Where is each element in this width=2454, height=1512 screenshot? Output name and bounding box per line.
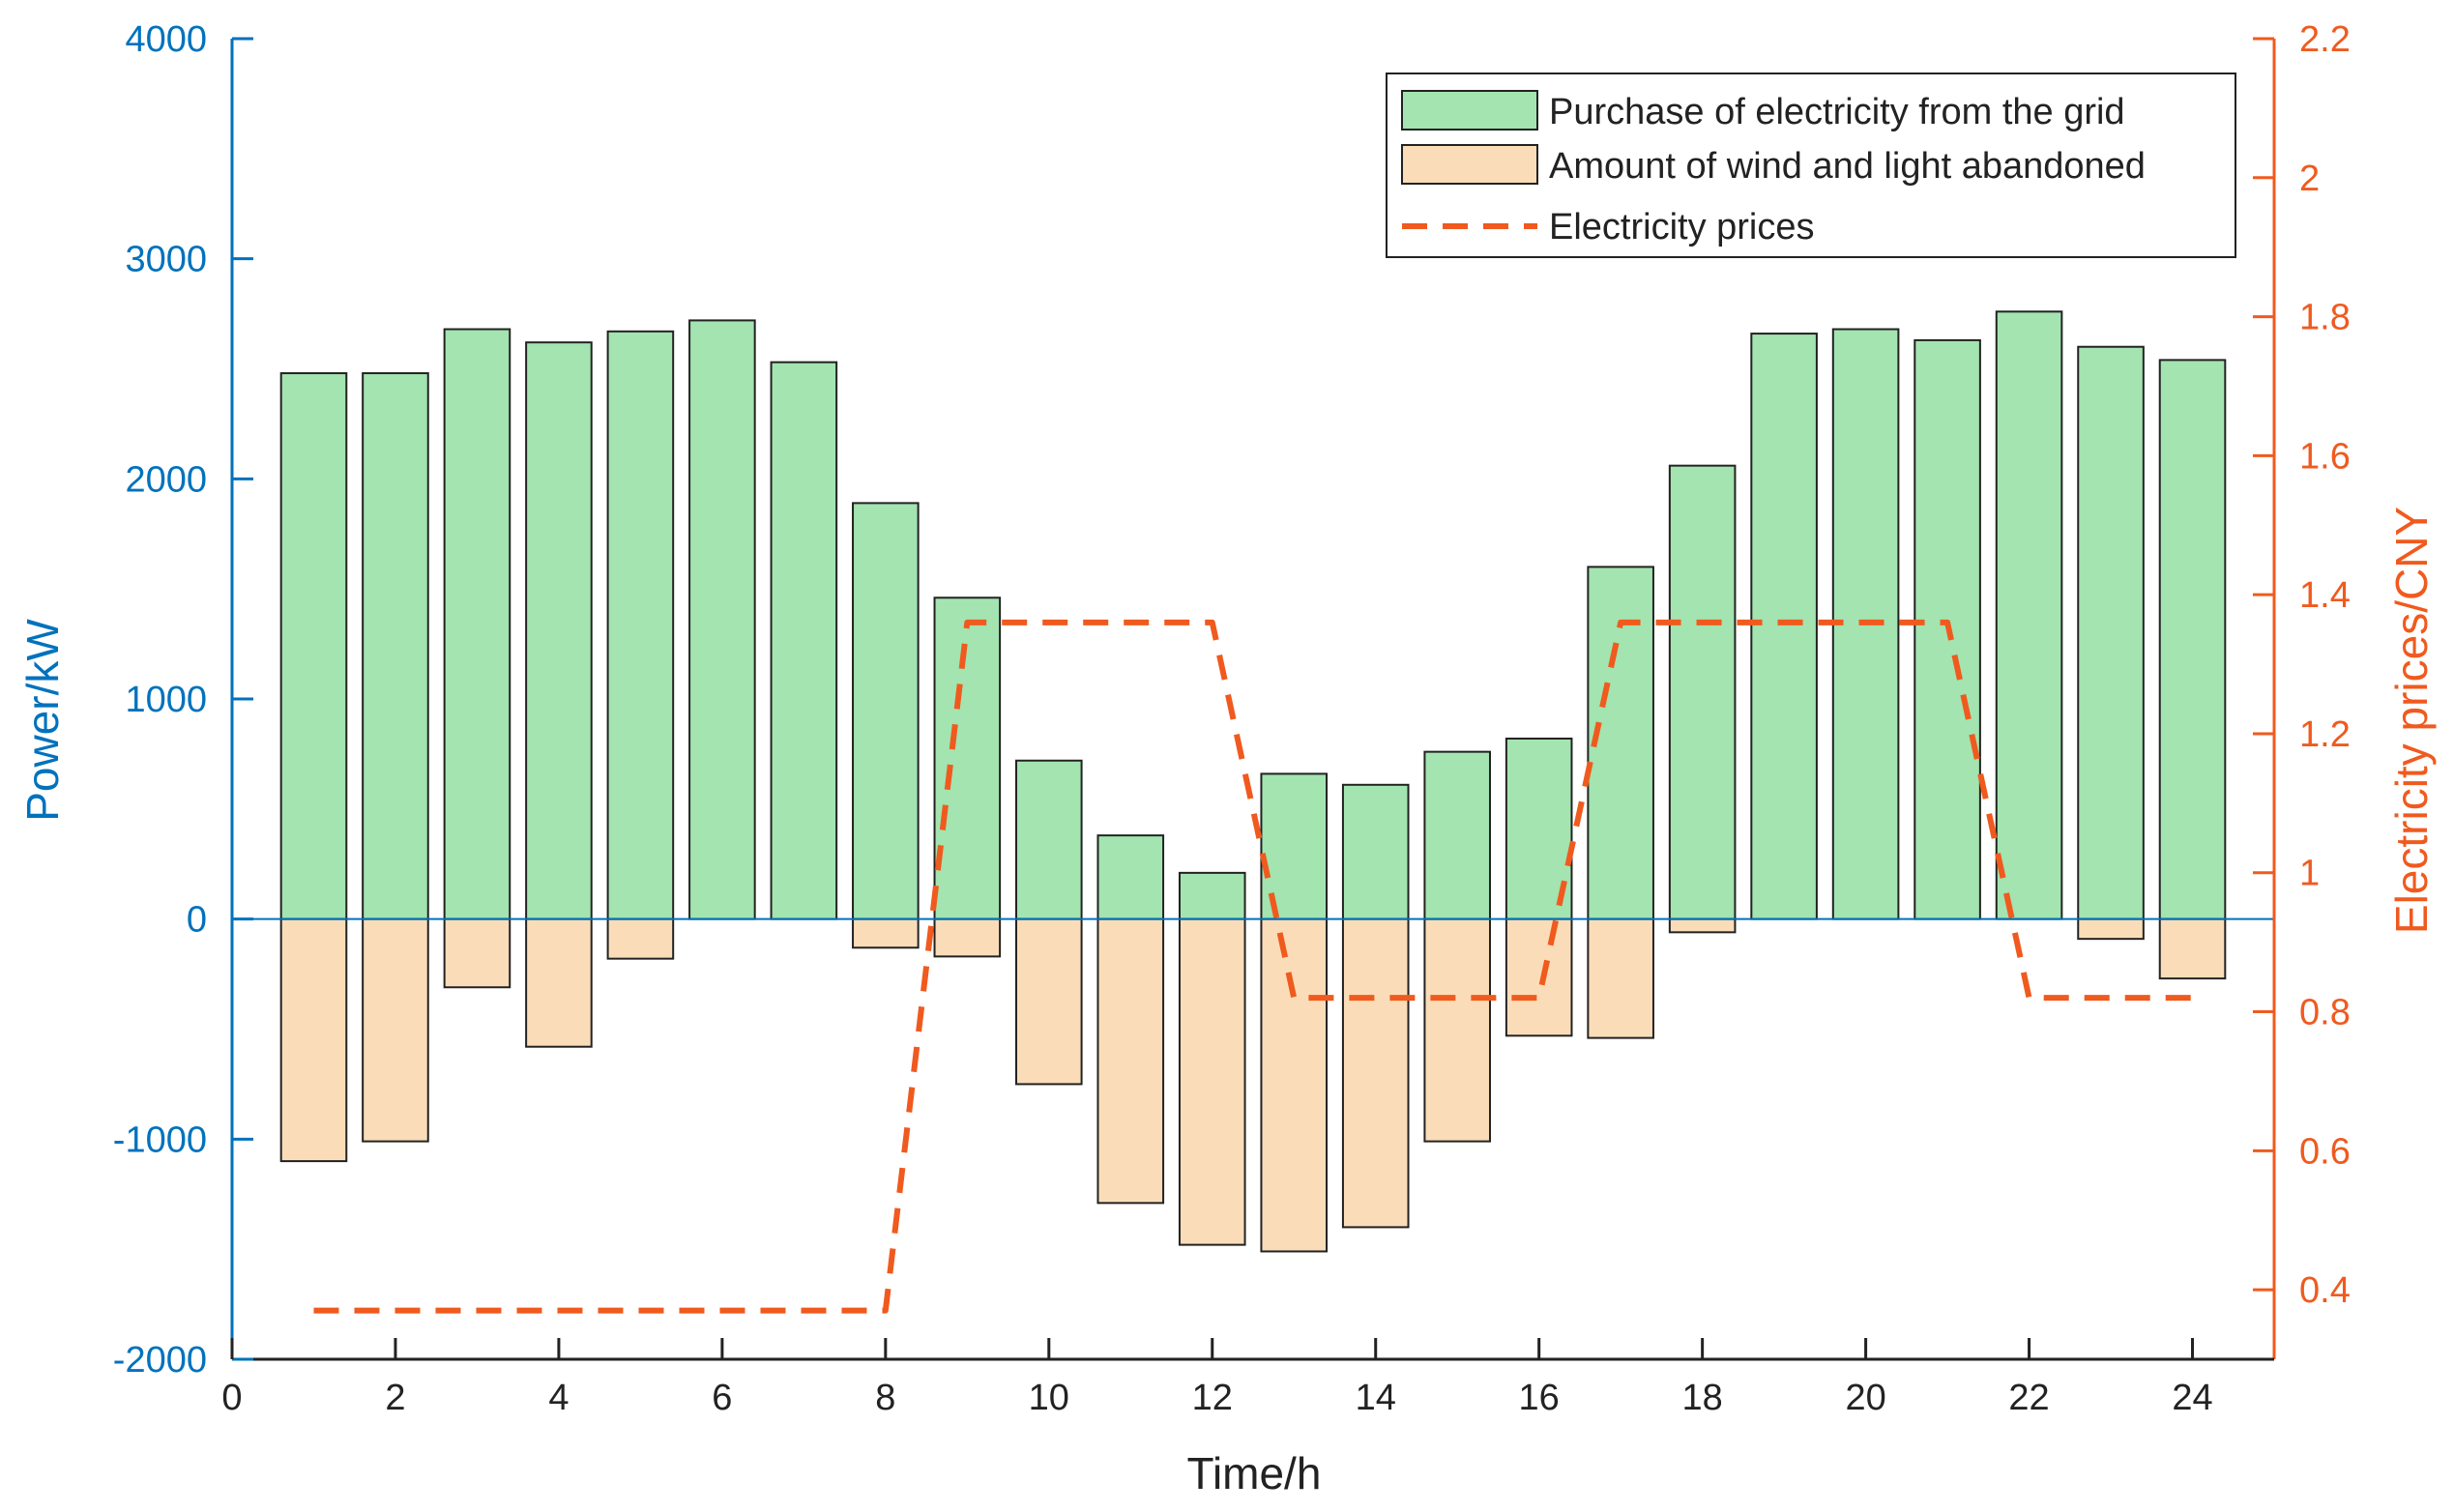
bar-abandoned-h18 [1668,917,1737,934]
left-tick-label--2000: -2000 [113,1340,207,1381]
bar-abandoned-h17 [1587,917,1654,1039]
right-tick-label-1: 1 [2299,854,2320,894]
bar-grid-purchase-h12 [1178,871,1246,920]
x-tick-label-2: 2 [385,1378,405,1418]
left-tick-label-1000: 1000 [125,680,207,720]
legend-label-abandoned: Amount of wind and light abandoned [1549,146,2146,187]
bar-abandoned-h1 [279,917,348,1163]
bar-grid-purchase-h15 [1423,750,1491,920]
bar-grid-purchase-h1 [279,372,348,920]
bar-abandoned-h2 [362,917,429,1143]
legend-swatch-abandoned [1401,144,1538,185]
bar-grid-purchase-h3 [443,328,511,920]
left-tick-label-2000: 2000 [125,459,207,500]
x-tick-label-0: 0 [221,1378,242,1418]
bar-abandoned-h9 [933,917,1002,958]
bar-abandoned-h12 [1178,917,1246,1246]
bar-grid-purchase-h18 [1668,464,1737,920]
x-tick-label-20: 20 [1845,1378,1885,1418]
bar-grid-purchase-h11 [1096,834,1165,920]
right-axis-title: Electricity prices/CNY [2386,507,2437,934]
x-tick-label-18: 18 [1681,1378,1722,1418]
bar-abandoned-h23 [2077,917,2145,941]
bar-grid-purchase-h4 [525,341,593,920]
left-tick-label-3000: 3000 [125,240,207,280]
legend-label-price: Electricity prices [1549,207,1815,247]
legend-label-grid-purchase: Purchase of electricity from the grid [1549,92,2125,132]
bar-abandoned-h5 [606,917,675,960]
bar-abandoned-h4 [525,917,593,1048]
bar-abandoned-h8 [852,917,920,949]
right-tick-label-1.2: 1.2 [2299,714,2351,755]
bar-grid-purchase-h22 [1995,310,2063,920]
left-tick-label-4000: 4000 [125,19,207,60]
bar-abandoned-h14 [1341,917,1410,1229]
bars-layer [279,310,2227,1253]
bar-grid-purchase-h2 [362,372,429,920]
bar-grid-purchase-h19 [1750,333,1818,920]
legend: Purchase of electricity from the grid Am… [1386,73,2236,258]
x-tick-label-4: 4 [548,1378,569,1418]
right-tick-label-2.2: 2.2 [2299,19,2351,60]
bar-grid-purchase-h9 [933,596,1002,920]
bar-abandoned-h24 [2158,917,2227,980]
x-tick-label-24: 24 [2172,1378,2212,1418]
bar-grid-purchase-h24 [2158,359,2227,920]
bar-abandoned-h11 [1096,917,1165,1205]
right-tick-label-1.6: 1.6 [2299,436,2351,477]
right-tick-label-1.8: 1.8 [2299,298,2351,338]
price-dashed-line [313,619,2193,1314]
bar-grid-purchase-h5 [606,330,675,920]
bar-grid-purchase-h6 [688,319,756,920]
bar-grid-purchase-h8 [852,502,920,920]
x-tick-label-14: 14 [1356,1378,1396,1418]
left-tick-label--1000: -1000 [113,1119,207,1160]
bar-grid-purchase-h7 [770,361,838,920]
x-tick-label-22: 22 [2008,1378,2049,1418]
right-tick-label-0.8: 0.8 [2299,993,2351,1033]
bar-grid-purchase-h10 [1015,759,1083,920]
right-tick-label-1.4: 1.4 [2299,575,2351,616]
bar-grid-purchase-h17 [1587,566,1654,920]
x-tick-label-6: 6 [712,1378,732,1418]
bar-abandoned-h3 [443,917,511,989]
bar-abandoned-h16 [1505,917,1573,1037]
bar-grid-purchase-h23 [2077,345,2145,920]
bar-abandoned-h10 [1015,917,1083,1086]
legend-swatch-grid-purchase [1401,90,1538,131]
x-axis-title: Time/h [1187,1448,1322,1498]
bar-abandoned-h15 [1423,917,1491,1143]
right-tick-label-2: 2 [2299,159,2320,199]
axes-layer: -2000 -1000 0 1000 2000 3000 4000 0.4 0.6 0.8 1 1.2… [113,19,2351,1418]
bar-abandoned-h13 [1260,917,1329,1253]
x-tick-label-10: 10 [1029,1378,1069,1418]
left-axis-title: Power/kW [17,619,68,822]
x-tick-label-8: 8 [875,1378,895,1418]
right-tick-label-0.6: 0.6 [2299,1131,2351,1172]
x-tick-label-16: 16 [1519,1378,1560,1418]
price-line-layer [313,619,2193,1314]
right-tick-label-0.4: 0.4 [2299,1270,2351,1311]
left-tick-label-0: 0 [187,900,207,941]
bar-grid-purchase-h14 [1341,783,1410,920]
x-tick-label-12: 12 [1192,1378,1233,1418]
